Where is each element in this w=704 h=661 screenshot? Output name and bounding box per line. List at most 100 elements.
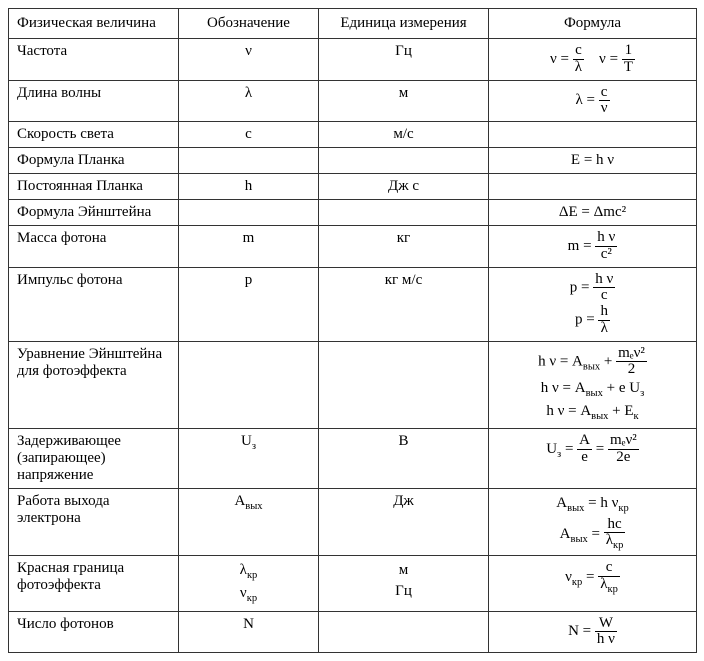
subscript: кр — [572, 577, 582, 588]
formula-text: N = — [568, 623, 591, 639]
subscript: з — [640, 388, 644, 399]
formula-text: ν — [565, 569, 572, 585]
fraction-num: 1 — [622, 43, 635, 59]
table-row: Число фотонов N N = W h ν — [9, 611, 697, 653]
fraction: mₑν² 2 — [616, 346, 647, 379]
cell-unit: В — [319, 429, 489, 489]
fraction-den: λ — [573, 59, 584, 76]
header-quantity: Физическая величина — [9, 9, 179, 39]
symbol-base: ν — [240, 585, 247, 601]
formula-text: U — [546, 441, 557, 457]
formula-text: + — [600, 353, 616, 369]
table-row: Красная граница фотоэффекта λкр νкр м Гц… — [9, 556, 697, 611]
table-row: Формула Планка E = h ν — [9, 148, 697, 174]
table-row: Масса фотона m кг m = h ν c² — [9, 226, 697, 268]
cell-quantity: Скорость света — [9, 122, 179, 148]
cell-quantity: Красная граница фотоэффекта — [9, 556, 179, 611]
cell-symbol: c — [179, 122, 319, 148]
cell-formula: Uз = A e = mₑν² 2e — [489, 429, 697, 489]
symbol-base: λ — [240, 562, 247, 578]
symbol-base: U — [241, 433, 252, 449]
unit-text: м — [327, 560, 480, 580]
formula-text: λ = — [575, 92, 594, 108]
symbol-base: A — [234, 493, 245, 509]
fraction-den: λкр — [598, 576, 620, 595]
cell-unit: м Гц — [319, 556, 489, 611]
subscript: вых — [567, 503, 584, 514]
cell-quantity: Задерживающее (запирающее) напряжение — [9, 429, 179, 489]
cell-quantity: Постоянная Планка — [9, 174, 179, 200]
cell-unit: Гц — [319, 39, 489, 81]
cell-quantity: Формула Планка — [9, 148, 179, 174]
cell-symbol: λ — [179, 80, 319, 122]
cell-formula: ν = c λ ν = 1 T — [489, 39, 697, 81]
cell-formula: p = h ν c p = h λ — [489, 267, 697, 341]
header-unit: Единица измерения — [319, 9, 489, 39]
formula-text: ν = — [599, 51, 618, 67]
cell-formula: Aвых = h νкр Aвых = hc λкр — [489, 489, 697, 556]
cell-formula: h ν = Aвых + mₑν² 2 h ν = Aвых + e Uз h … — [489, 341, 697, 429]
fraction-den: T — [622, 59, 635, 76]
cell-quantity: Работа выхода электрона — [9, 489, 179, 556]
subscript: кр — [247, 593, 257, 604]
table-row: Уравнение Эйнштейна для фотоэффекта h ν … — [9, 341, 697, 429]
subscript: з — [252, 441, 256, 452]
table-row: Длина волны λ м λ = c ν — [9, 80, 697, 122]
fraction: h ν c — [593, 272, 615, 305]
fraction: c λкр — [598, 560, 620, 595]
cell-unit — [319, 611, 489, 653]
header-symbol: Обозначение — [179, 9, 319, 39]
cell-formula: m = h ν c² — [489, 226, 697, 268]
subscript: вых — [583, 361, 600, 372]
fraction-den: λ — [598, 320, 610, 337]
fraction: W h ν — [595, 616, 617, 649]
cell-unit: кг — [319, 226, 489, 268]
cell-symbol: p — [179, 267, 319, 341]
fraction: hc λкр — [604, 517, 626, 552]
fraction: mₑν² 2e — [608, 433, 639, 466]
table-row: Импульс фотона p кг м/с p = h ν c p = h … — [9, 267, 697, 341]
cell-symbol: Aвых — [179, 489, 319, 556]
fraction: h ν c² — [595, 230, 617, 263]
cell-symbol — [179, 200, 319, 226]
formula-text: m = — [568, 238, 592, 254]
fraction: c ν — [599, 85, 610, 118]
formula-text: A — [560, 525, 571, 541]
fraction-den: c² — [595, 246, 617, 263]
fraction-den: h ν — [595, 631, 617, 648]
fraction-num: h — [598, 304, 610, 320]
formula-text: p = — [570, 279, 590, 295]
formula-text: = — [582, 569, 598, 585]
cell-quantity: Масса фотона — [9, 226, 179, 268]
fraction-den: 2 — [616, 361, 647, 378]
cell-symbol: N — [179, 611, 319, 653]
cell-formula — [489, 174, 697, 200]
fraction-den: ν — [599, 100, 610, 117]
fraction-num: h ν — [593, 272, 615, 288]
cell-formula — [489, 122, 697, 148]
fraction-num: h ν — [595, 230, 617, 246]
subscript: вых — [586, 388, 603, 399]
cell-symbol: ν — [179, 39, 319, 81]
cell-unit: м/с — [319, 122, 489, 148]
cell-symbol — [179, 148, 319, 174]
fraction-num: W — [595, 616, 617, 632]
formula-text: = — [588, 525, 604, 541]
fraction-num: c — [599, 85, 610, 101]
cell-formula: ΔE = Δmc² — [489, 200, 697, 226]
physics-formula-table: Физическая величина Обозначение Единица … — [8, 8, 697, 653]
cell-quantity: Частота — [9, 39, 179, 81]
cell-unit — [319, 200, 489, 226]
fraction-den: c — [593, 287, 615, 304]
fraction-num: c — [573, 43, 584, 59]
table-row: Формула Эйнштейна ΔE = Δmc² — [9, 200, 697, 226]
fraction: h λ — [598, 304, 610, 337]
cell-quantity: Импульс фотона — [9, 267, 179, 341]
fraction-num: mₑν² — [616, 346, 647, 362]
cell-quantity: Уравнение Эйнштейна для фотоэффекта — [9, 341, 179, 429]
subscript: вых — [570, 533, 587, 544]
cell-symbol: h — [179, 174, 319, 200]
subscript: кр — [618, 503, 628, 514]
header-row: Физическая величина Обозначение Единица … — [9, 9, 697, 39]
cell-unit: м — [319, 80, 489, 122]
